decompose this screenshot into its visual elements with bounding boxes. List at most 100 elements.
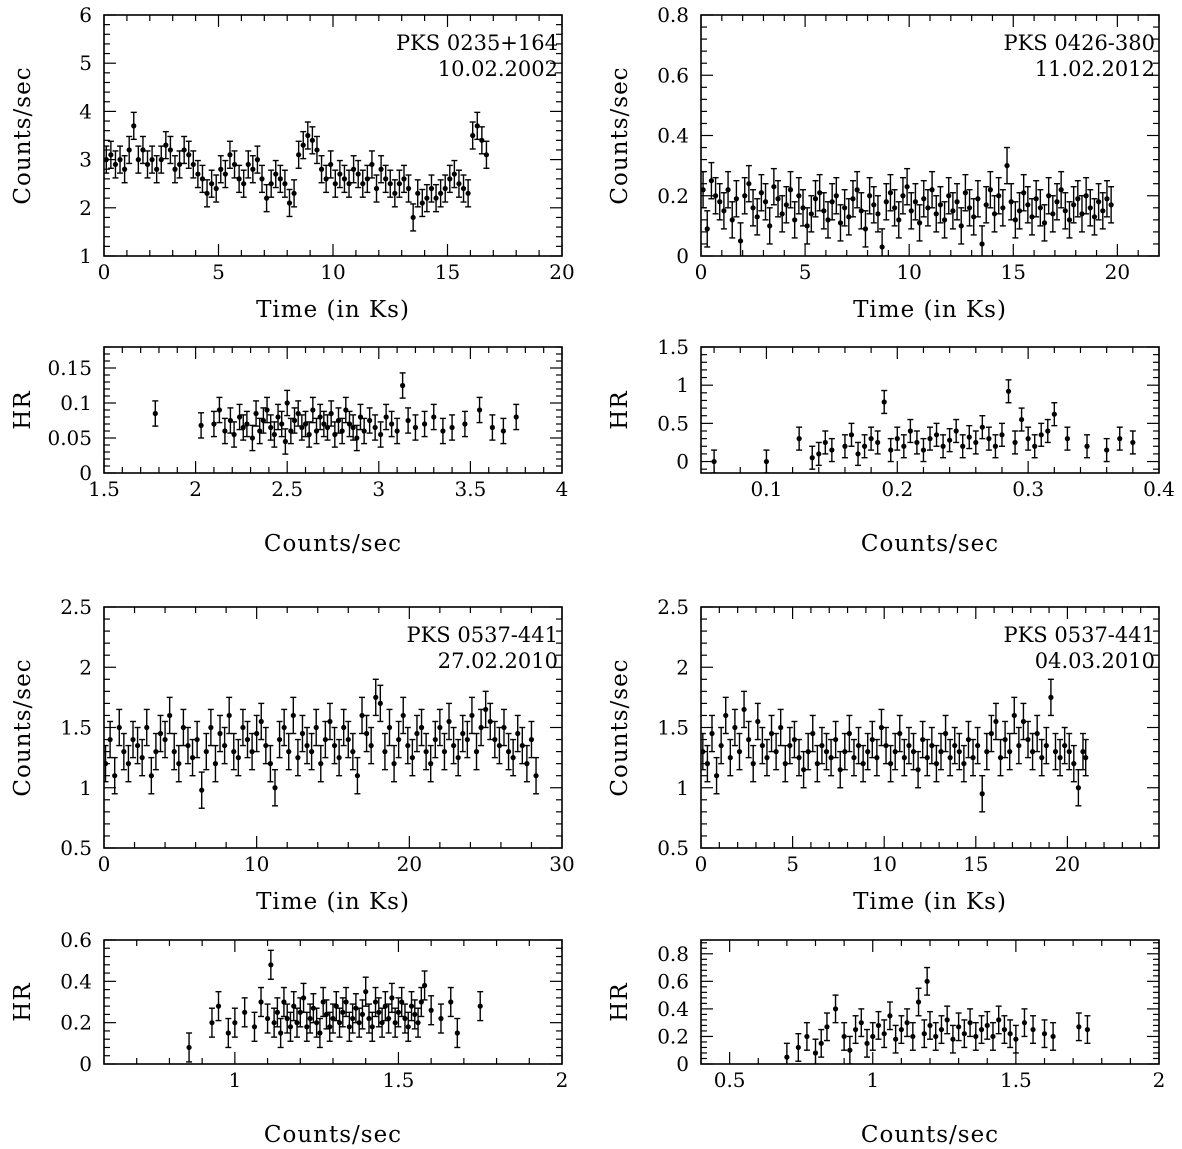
data-point: [108, 152, 114, 158]
data-point: [172, 166, 178, 172]
y-axis-label: HR: [607, 982, 633, 1021]
data-point: [709, 730, 715, 737]
data-point: [125, 761, 132, 767]
data-point: [346, 1024, 352, 1030]
data-point: [887, 1013, 893, 1019]
data-point: [305, 132, 311, 139]
x-axis-label: Counts/sec: [861, 1122, 999, 1148]
x-tick-label: 0: [98, 852, 111, 876]
x-tick-label: 3.5: [454, 477, 486, 501]
data-point: [897, 730, 903, 737]
x-tick-label: 4: [556, 477, 569, 501]
data-point: [907, 428, 913, 434]
data-point: [373, 185, 380, 192]
panel-1: 0 5 10 15 20 1 2 3 4 5 6 Time (in Ks) Counts/sec PKS …: [10, 3, 575, 323]
x-tick-label: 20: [397, 852, 422, 876]
data-point: [396, 181, 403, 187]
data-point: [264, 407, 270, 413]
data-point: [1087, 205, 1093, 211]
data-point: [513, 414, 519, 420]
data-point: [263, 195, 270, 201]
observation-date-label: 11.02.2012: [1035, 57, 1155, 81]
data-point: [359, 1011, 366, 1018]
x-tick-label: 0.1: [751, 477, 783, 501]
data-point: [961, 761, 967, 767]
y-tick-label: 1.5: [657, 335, 689, 359]
y-tick-label: 0.4: [657, 997, 689, 1021]
data-point: [244, 736, 251, 743]
data-point: [465, 190, 471, 196]
data-point: [396, 736, 402, 743]
data-point: [1008, 199, 1014, 205]
data-point: [296, 152, 302, 158]
data-point: [253, 410, 259, 417]
x-tick-label: 1: [866, 1068, 879, 1092]
data-point: [251, 1024, 258, 1030]
data-point: [271, 431, 277, 438]
data-point: [317, 414, 323, 420]
data-point: [1051, 411, 1057, 417]
data-point: [858, 1020, 864, 1026]
data-point: [383, 414, 389, 420]
data-point: [281, 999, 287, 1005]
y-tick-label: 0.2: [60, 1011, 92, 1035]
data-point: [218, 166, 224, 172]
data-point: [422, 421, 428, 427]
data-point: [1083, 193, 1089, 199]
data-point: [929, 742, 935, 749]
data-point: [952, 742, 958, 749]
data-point: [986, 436, 992, 442]
data-point: [1000, 205, 1006, 211]
x-tick-label: 10: [896, 260, 921, 284]
data-point: [1025, 736, 1031, 743]
panel-8: 0.5 1 1.5 2 0 0.2 0.4 0.6 0.8 Counts/sec HR: [607, 939, 1165, 1148]
data-point: [273, 171, 279, 177]
data-point: [405, 417, 411, 424]
data-point: [320, 999, 326, 1005]
data-point: [181, 147, 187, 153]
data-point: [139, 755, 145, 761]
panel-5: 0 10 20 30 0.5 1 1.5 2 2.5 Time (in Ks) Counts/sec…: [10, 595, 575, 915]
data-point: [395, 1009, 402, 1015]
data-point: [216, 407, 223, 413]
data-point: [901, 755, 907, 761]
data-point: [883, 742, 889, 749]
data-point: [746, 736, 752, 743]
data-point: [473, 749, 480, 755]
data-point: [978, 1026, 985, 1033]
data-point: [822, 439, 828, 446]
data-point: [345, 736, 351, 743]
data-point: [446, 718, 452, 725]
data-point: [176, 161, 183, 168]
data-point: [336, 755, 342, 761]
data-point: [938, 1026, 945, 1033]
data-point: [1117, 436, 1123, 442]
data-point: [833, 193, 839, 199]
data-point: [259, 176, 265, 182]
data-point: [189, 755, 196, 761]
data-point: [1021, 1020, 1028, 1026]
data-point: [847, 1047, 853, 1053]
data-point: [1002, 736, 1008, 743]
data-point: [267, 761, 274, 767]
data-point: [846, 214, 852, 220]
data-point: [933, 761, 940, 767]
data-point: [408, 1003, 415, 1009]
data-point: [412, 424, 419, 431]
data-point: [871, 202, 877, 208]
data-point: [279, 421, 285, 427]
data-point: [322, 736, 328, 743]
data-point: [925, 205, 931, 211]
x-tick-label: 10: [871, 852, 896, 876]
data-point: [318, 761, 324, 767]
data-point: [313, 724, 319, 731]
data-point: [842, 443, 848, 449]
data-point: [1075, 785, 1081, 791]
data-point: [1043, 742, 1049, 749]
data-point: [975, 742, 981, 749]
data-point: [961, 1031, 967, 1037]
data-point: [478, 724, 484, 731]
data-point: [1050, 1033, 1056, 1040]
data-point: [275, 414, 281, 420]
data-point: [394, 428, 400, 434]
